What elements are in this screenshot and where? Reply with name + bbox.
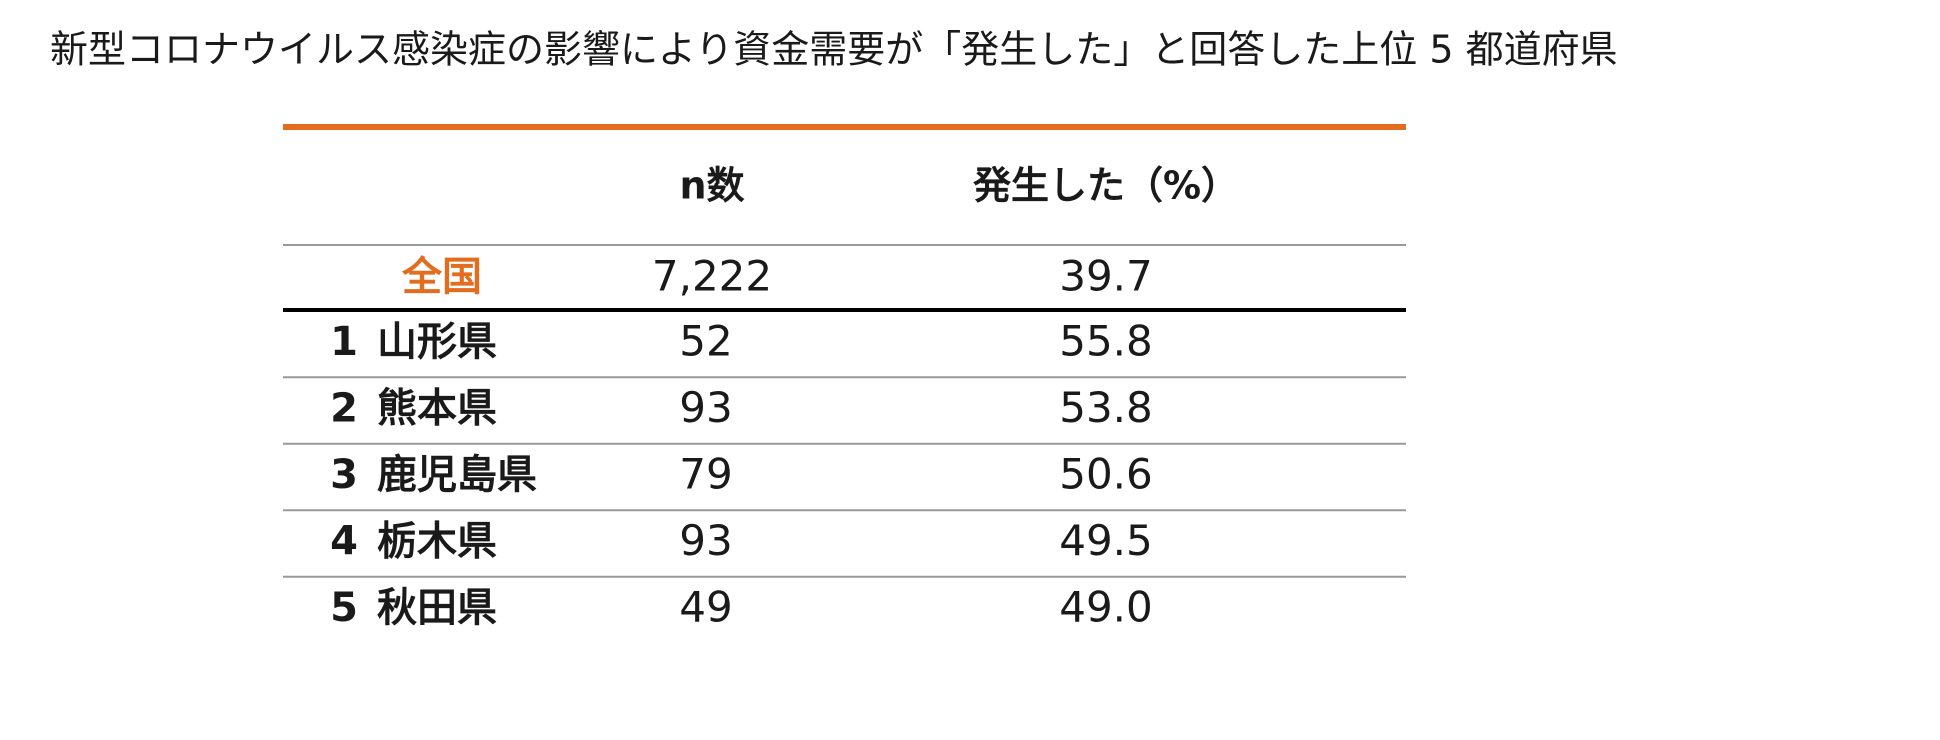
rank: 4 bbox=[330, 519, 358, 565]
pct-value: 50.6 bbox=[1059, 450, 1153, 499]
n-value: 52 bbox=[679, 317, 732, 366]
rank: 5 bbox=[330, 585, 358, 631]
n-value: 49 bbox=[679, 583, 732, 632]
n-value: 93 bbox=[679, 516, 732, 565]
prefecture: 栃木県 bbox=[377, 519, 497, 565]
rank: 1 bbox=[330, 319, 358, 365]
title: 新型コロナウイルス感染症の影響により資金需要が「発生した」と回答した上位 5 都… bbox=[50, 28, 1618, 72]
pct-value: 49.0 bbox=[1059, 583, 1153, 632]
header-cell: 発生した（%） bbox=[973, 164, 1239, 208]
national-pct: 39.7 bbox=[1059, 252, 1153, 301]
pct-value: 53.8 bbox=[1059, 383, 1153, 432]
top-rule bbox=[283, 124, 1406, 130]
rank: 3 bbox=[330, 452, 358, 498]
prefecture: 山形県 bbox=[377, 319, 497, 365]
n-value: 93 bbox=[679, 383, 732, 432]
header-cell: n数 bbox=[679, 164, 744, 208]
prefecture: 熊本県 bbox=[377, 386, 497, 432]
pct-value: 55.8 bbox=[1059, 317, 1153, 366]
prefecture: 鹿児島県 bbox=[377, 452, 537, 498]
n-value: 79 bbox=[679, 450, 732, 499]
prefecture: 秋田県 bbox=[377, 585, 497, 631]
rank: 2 bbox=[330, 386, 358, 432]
national-label: 全国 bbox=[401, 254, 482, 300]
pct-value: 49.5 bbox=[1059, 516, 1153, 565]
national-n: 7,222 bbox=[652, 252, 772, 301]
